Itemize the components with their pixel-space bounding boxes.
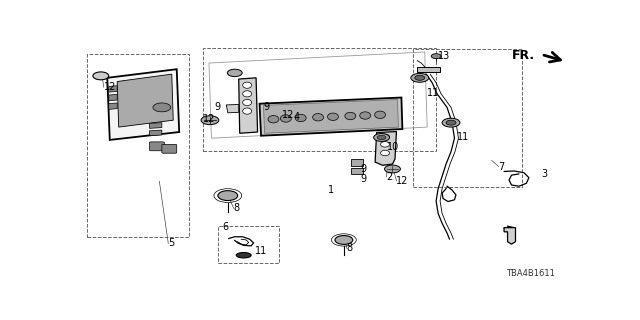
Bar	[88, 54, 189, 237]
Polygon shape	[239, 78, 257, 133]
Ellipse shape	[360, 112, 371, 119]
Polygon shape	[375, 132, 396, 165]
Text: 12: 12	[203, 114, 216, 124]
Ellipse shape	[243, 108, 252, 114]
Bar	[413, 49, 522, 188]
Text: 4: 4	[293, 112, 300, 122]
Circle shape	[385, 165, 401, 173]
Ellipse shape	[328, 113, 339, 120]
Text: 11: 11	[428, 88, 440, 98]
Text: 9: 9	[360, 174, 366, 184]
Circle shape	[411, 73, 429, 82]
Polygon shape	[109, 94, 117, 101]
Ellipse shape	[345, 112, 356, 120]
Wedge shape	[153, 103, 171, 112]
Text: 2: 2	[387, 172, 393, 182]
Text: 11: 11	[457, 132, 469, 142]
Ellipse shape	[243, 82, 252, 88]
Text: 7: 7	[499, 162, 505, 172]
Circle shape	[415, 75, 425, 80]
FancyBboxPatch shape	[150, 142, 164, 151]
Polygon shape	[108, 69, 179, 140]
Circle shape	[446, 120, 456, 125]
Circle shape	[335, 236, 353, 244]
Text: TBA4B1611: TBA4B1611	[506, 269, 555, 278]
Text: 12: 12	[396, 176, 409, 186]
Circle shape	[442, 118, 460, 127]
Text: 3: 3	[541, 169, 547, 179]
Circle shape	[431, 54, 441, 59]
Ellipse shape	[295, 114, 306, 122]
Polygon shape	[227, 104, 239, 113]
Polygon shape	[260, 98, 403, 136]
Text: FR.: FR.	[512, 49, 535, 62]
Polygon shape	[109, 86, 117, 92]
Ellipse shape	[280, 115, 291, 122]
Ellipse shape	[381, 150, 390, 156]
Ellipse shape	[236, 252, 251, 258]
Polygon shape	[264, 100, 399, 133]
Circle shape	[374, 133, 390, 141]
Bar	[218, 226, 280, 263]
Text: 1: 1	[328, 185, 334, 195]
Polygon shape	[504, 228, 515, 244]
Bar	[417, 68, 440, 72]
Ellipse shape	[381, 134, 390, 140]
Polygon shape	[117, 74, 173, 127]
Text: 9: 9	[264, 102, 269, 112]
Circle shape	[201, 116, 219, 124]
Polygon shape	[150, 123, 162, 128]
Text: 12: 12	[104, 82, 116, 92]
Text: 5: 5	[168, 238, 175, 248]
Ellipse shape	[374, 111, 385, 118]
Text: 12: 12	[282, 110, 295, 120]
Ellipse shape	[312, 114, 324, 121]
Text: 6: 6	[222, 222, 228, 232]
Bar	[351, 159, 363, 165]
Text: 8: 8	[347, 243, 353, 253]
Text: 8: 8	[234, 204, 240, 213]
Circle shape	[377, 135, 386, 140]
Text: 9: 9	[360, 164, 366, 174]
Ellipse shape	[381, 142, 390, 147]
Ellipse shape	[243, 91, 252, 97]
Circle shape	[93, 72, 109, 80]
Bar	[351, 167, 363, 174]
Text: 10: 10	[387, 142, 399, 152]
Polygon shape	[109, 103, 117, 109]
Bar	[203, 48, 436, 151]
Circle shape	[227, 69, 242, 76]
Polygon shape	[150, 130, 162, 136]
Text: 13: 13	[438, 51, 451, 61]
Text: 9: 9	[214, 102, 220, 112]
Ellipse shape	[243, 100, 252, 106]
Circle shape	[218, 191, 237, 201]
FancyBboxPatch shape	[162, 144, 177, 153]
Ellipse shape	[268, 116, 279, 123]
Text: 11: 11	[255, 246, 267, 256]
